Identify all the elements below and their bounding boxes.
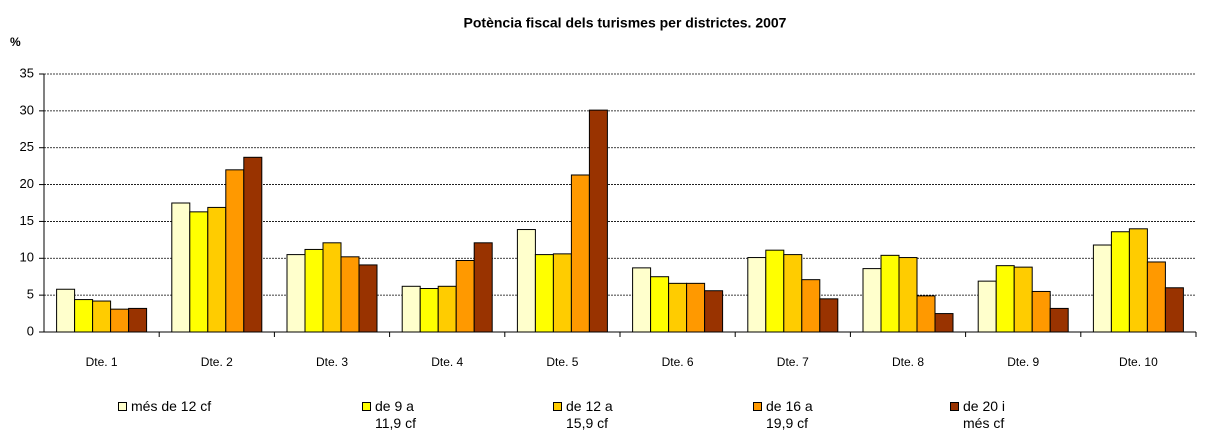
bar (74, 299, 94, 333)
x-tick-label: Dte. 4 (431, 355, 463, 369)
bar (340, 256, 360, 333)
y-tick-label: 20 (20, 176, 34, 191)
bar (243, 156, 263, 333)
bar (171, 202, 191, 333)
bar (1013, 266, 1033, 333)
legend-label: de 16 a 19,9 cf (766, 398, 813, 431)
x-tick-label: Dte. 7 (777, 355, 809, 369)
legend-item: de 9 a 11,9 cf (362, 398, 416, 432)
bar (588, 109, 608, 333)
y-tick-label: 25 (20, 139, 34, 154)
y-tick-label: 15 (20, 213, 34, 228)
bar (1128, 228, 1148, 333)
x-tick-label: Dte. 3 (316, 355, 348, 369)
bar (916, 295, 936, 333)
bar (934, 313, 954, 333)
bar (322, 242, 342, 333)
bar (747, 257, 767, 333)
legend-label: de 9 a 11,9 cf (375, 398, 416, 431)
bar (880, 254, 900, 333)
x-tick-label: Dte. 10 (1119, 355, 1158, 369)
bar (207, 206, 227, 333)
bar (92, 300, 112, 333)
chart-title: Potència fiscal dels turismes per distri… (464, 15, 787, 31)
y-tick-label: 0 (27, 323, 34, 338)
bar (801, 279, 821, 333)
legend-label: de 12 a 15,9 cf (566, 398, 613, 431)
bar (977, 280, 997, 333)
bar (225, 169, 245, 333)
bar (686, 282, 706, 333)
bar (1049, 307, 1069, 333)
x-tick-label: Dte. 9 (1007, 355, 1039, 369)
legend-item: de 20 i més cf (950, 398, 1005, 432)
bar (401, 285, 421, 333)
bar (650, 276, 670, 333)
bar (668, 282, 688, 333)
bar (898, 257, 918, 333)
legend-swatch (118, 402, 127, 411)
bar (437, 285, 457, 333)
legend-item: de 12 a 15,9 cf (553, 398, 613, 432)
bar (765, 249, 785, 333)
bar (552, 253, 572, 333)
bar (189, 211, 209, 333)
bar (704, 290, 724, 333)
y-tick-label: 5 (27, 287, 34, 302)
x-tick-label: Dte. 8 (892, 355, 924, 369)
bar (358, 264, 378, 333)
bar (304, 248, 324, 333)
x-tick-label: Dte. 2 (201, 355, 233, 369)
legend-item: més de 12 cf (118, 398, 211, 415)
legend-swatch (553, 402, 562, 411)
bar (516, 229, 536, 333)
y-tick-label: 30 (20, 102, 34, 117)
bar (128, 307, 148, 333)
bar (455, 259, 475, 333)
bar (1092, 244, 1112, 333)
legend-label: de 20 i més cf (963, 398, 1006, 431)
bar (632, 267, 652, 333)
legend-label: més de 12 cf (131, 398, 212, 414)
bar (570, 174, 590, 333)
legend-swatch (950, 402, 959, 411)
bar (1164, 287, 1184, 333)
bar (534, 254, 554, 333)
bar (1146, 261, 1166, 333)
legend-swatch (362, 402, 371, 411)
legend-item: de 16 a 19,9 cf (753, 398, 813, 432)
bar (783, 254, 803, 333)
x-tick-label: Dte. 6 (662, 355, 694, 369)
bar (419, 288, 439, 333)
legend-swatch (753, 402, 762, 411)
y-axis-label: % (10, 35, 21, 49)
bar (473, 242, 493, 333)
bar (1110, 231, 1130, 333)
bar (1031, 290, 1051, 333)
bar (110, 308, 130, 333)
bar (862, 268, 882, 333)
y-tick-label: 10 (20, 250, 34, 265)
bar (286, 254, 306, 333)
bar (56, 288, 76, 333)
x-tick-label: Dte. 1 (86, 355, 118, 369)
y-tick-label: 35 (20, 65, 34, 80)
bar (995, 265, 1015, 333)
bar (819, 298, 839, 333)
x-tick-label: Dte. 5 (546, 355, 578, 369)
